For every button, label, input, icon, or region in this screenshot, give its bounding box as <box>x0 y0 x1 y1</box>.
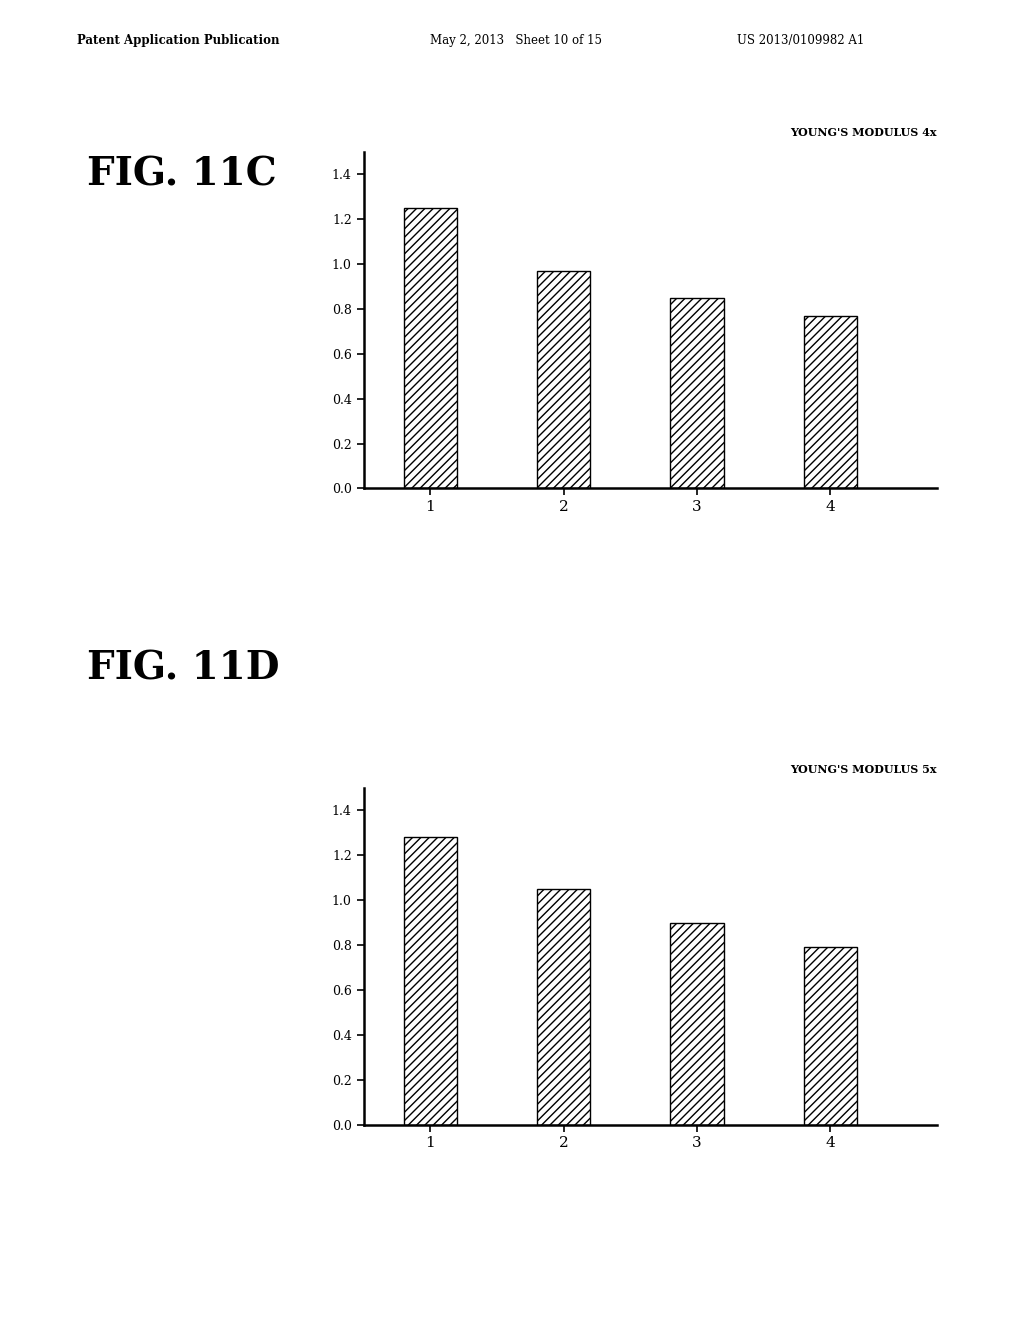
Text: FIG. 11C: FIG. 11C <box>87 156 276 194</box>
Text: YOUNG'S MODULUS 4x: YOUNG'S MODULUS 4x <box>791 127 937 139</box>
Bar <box>537 890 590 1125</box>
Bar <box>671 297 724 488</box>
Bar <box>804 948 857 1125</box>
Bar <box>537 271 590 488</box>
Text: US 2013/0109982 A1: US 2013/0109982 A1 <box>737 34 864 48</box>
Text: YOUNG'S MODULUS 5x: YOUNG'S MODULUS 5x <box>791 763 937 775</box>
Text: May 2, 2013   Sheet 10 of 15: May 2, 2013 Sheet 10 of 15 <box>430 34 602 48</box>
Bar <box>671 923 724 1125</box>
Bar <box>403 837 457 1125</box>
Text: Patent Application Publication: Patent Application Publication <box>77 34 280 48</box>
Text: FIG. 11D: FIG. 11D <box>87 649 280 688</box>
Bar <box>804 315 857 488</box>
Bar <box>403 209 457 488</box>
